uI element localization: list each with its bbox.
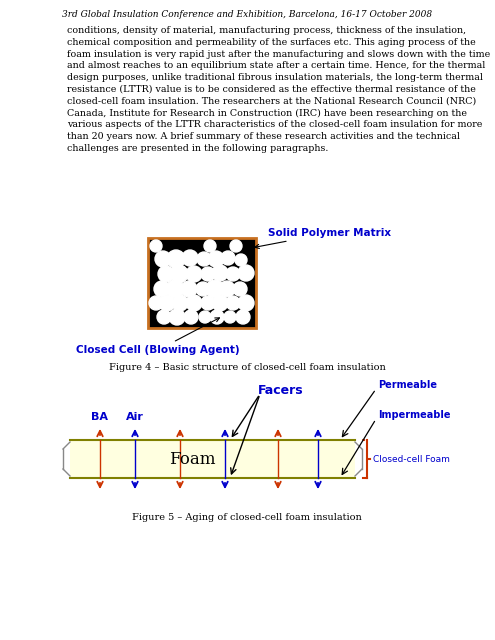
Text: resistance (LTTR) value is to be considered as the effective thermal resistance : resistance (LTTR) value is to be conside… (67, 85, 476, 94)
Circle shape (221, 251, 235, 265)
Text: Figure 4 – Basic structure of closed-cell foam insulation: Figure 4 – Basic structure of closed-cel… (108, 363, 386, 372)
Text: conditions, density of material, manufacturing process, thickness of the insulat: conditions, density of material, manufac… (67, 26, 466, 35)
Circle shape (235, 254, 247, 266)
Bar (70, 440, 355, 478)
Circle shape (169, 309, 185, 325)
Circle shape (212, 265, 228, 281)
Circle shape (181, 281, 197, 297)
Text: chemical composition and permeability of the surfaces etc. This aging process of: chemical composition and permeability of… (67, 38, 476, 47)
Circle shape (201, 296, 215, 310)
Circle shape (238, 295, 254, 311)
Circle shape (210, 310, 224, 324)
Text: BA: BA (92, 412, 108, 422)
Circle shape (201, 267, 215, 281)
Text: Air: Air (126, 412, 144, 422)
Text: Closed-cell Foam: Closed-cell Foam (373, 454, 450, 463)
Circle shape (226, 296, 240, 310)
Circle shape (238, 265, 254, 281)
Circle shape (224, 311, 236, 323)
Circle shape (159, 295, 175, 311)
Bar (148, 238, 256, 328)
Circle shape (219, 281, 235, 297)
Text: Impermeable: Impermeable (378, 410, 450, 420)
Circle shape (196, 282, 210, 296)
Circle shape (199, 311, 211, 323)
Text: Foam: Foam (169, 451, 216, 467)
Circle shape (167, 250, 185, 268)
Text: Solid Polymer Matrix: Solid Polymer Matrix (255, 228, 391, 248)
Circle shape (206, 280, 224, 298)
Text: design purposes, unlike traditional fibrous insulation materials, the long-term : design purposes, unlike traditional fibr… (67, 73, 483, 82)
Circle shape (197, 252, 211, 266)
Text: Canada, Institute for Research in Construction (IRC) have been researching on th: Canada, Institute for Research in Constr… (67, 109, 467, 118)
Text: Facers: Facers (258, 383, 303, 397)
Circle shape (172, 295, 188, 311)
Circle shape (230, 240, 242, 252)
Circle shape (184, 310, 198, 324)
Circle shape (170, 265, 188, 283)
Circle shape (158, 266, 174, 282)
Circle shape (149, 296, 163, 310)
Circle shape (157, 310, 171, 324)
Circle shape (226, 267, 240, 281)
Text: various aspects of the LTTR characteristics of the closed-cell foam insulation f: various aspects of the LTTR characterist… (67, 120, 482, 129)
Text: and almost reaches to an equilibrium state after a certain time. Hence, for the : and almost reaches to an equilibrium sta… (67, 61, 486, 70)
Circle shape (166, 280, 184, 298)
Circle shape (154, 281, 170, 297)
Text: 3rd Global Insulation Conference and Exhibition, Barcelona, 16-17 October 2008: 3rd Global Insulation Conference and Exh… (62, 10, 432, 19)
Circle shape (236, 310, 250, 324)
Circle shape (204, 240, 216, 252)
Circle shape (186, 266, 202, 282)
Text: foam insulation is very rapid just after the manufacturing and slows down with t: foam insulation is very rapid just after… (67, 50, 490, 59)
Text: Figure 5 – Aging of closed-cell foam insulation: Figure 5 – Aging of closed-cell foam ins… (132, 513, 362, 522)
Text: Permeable: Permeable (378, 380, 437, 390)
Circle shape (186, 295, 202, 311)
Circle shape (233, 282, 247, 296)
Circle shape (150, 240, 162, 252)
Circle shape (212, 295, 228, 311)
Text: than 20 years now. A brief summary of these research activities and the technica: than 20 years now. A brief summary of th… (67, 132, 460, 141)
Circle shape (155, 251, 171, 267)
Text: Closed Cell (Blowing Agent): Closed Cell (Blowing Agent) (76, 318, 240, 355)
Text: closed-cell foam insulation. The researchers at the National Research Council (N: closed-cell foam insulation. The researc… (67, 97, 476, 106)
Circle shape (208, 251, 224, 267)
Text: challenges are presented in the following paragraphs.: challenges are presented in the followin… (67, 144, 328, 153)
Circle shape (182, 250, 198, 266)
